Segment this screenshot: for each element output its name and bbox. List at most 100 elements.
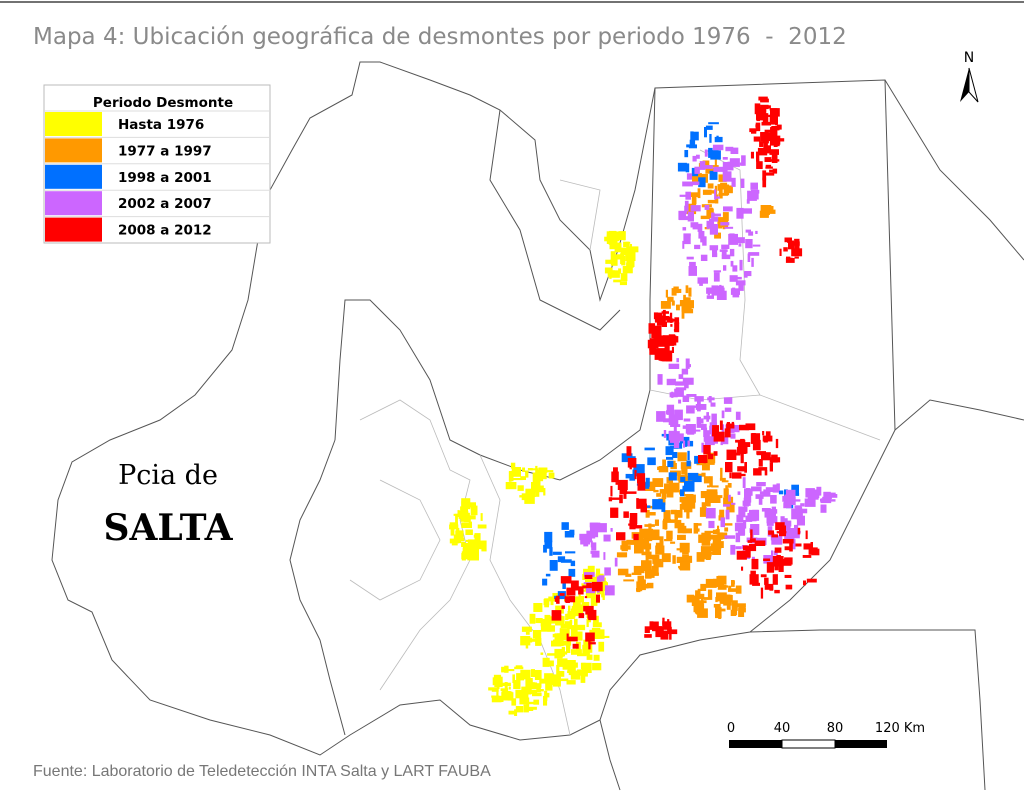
clearing-patch [759, 141, 764, 147]
clearing-patch [666, 434, 669, 441]
clearing-patch [453, 513, 459, 516]
clearing-patch [697, 223, 703, 232]
clearing-patch [739, 259, 743, 271]
clearing-patch [512, 478, 523, 481]
clearing-patch [698, 231, 705, 239]
clearing-patch [598, 575, 605, 582]
clearing-patch [754, 103, 761, 115]
clearing-patch [723, 504, 730, 507]
clearing-patch [769, 586, 774, 591]
clearing-patch [705, 125, 713, 130]
clearing-patch [627, 458, 637, 468]
department-boundary [599, 719, 621, 791]
clearing-patch [700, 418, 704, 424]
clearing-patch [695, 607, 700, 615]
clearing-patch [532, 630, 542, 639]
clearing-patch [591, 542, 597, 551]
scale-label: 0 [727, 721, 735, 736]
clearing-patch [641, 560, 652, 572]
clearing-patch [706, 220, 710, 229]
clearing-patch [731, 472, 742, 479]
clearing-patch [691, 595, 700, 606]
clearing-patch [679, 436, 690, 444]
clearing-patch [682, 227, 687, 231]
clearing-patch [722, 523, 733, 526]
clearing-patch [717, 579, 725, 582]
clearing-patch [679, 216, 690, 221]
clearing-patch [689, 192, 699, 197]
clearing-patch [623, 511, 629, 518]
map-title: Mapa 4: Ubicación geográfica de desmonte… [33, 24, 847, 50]
clearing-patch [560, 576, 572, 584]
clearing-patch [751, 556, 755, 560]
clearing-patch [686, 594, 695, 603]
clearing-patch [687, 472, 699, 481]
clearing-patch [712, 537, 722, 543]
clearing-patch [715, 285, 724, 290]
clearing-patch [720, 442, 723, 446]
clearing-patch [786, 489, 796, 498]
clearing-patch [715, 596, 718, 603]
clearing-patch [708, 551, 719, 555]
clearing-patch [656, 319, 660, 326]
clearing-patch [767, 209, 776, 214]
clearing-patch [718, 174, 727, 182]
clearing-patch [693, 131, 699, 141]
clearing-patch [698, 534, 703, 543]
clearing-patch [690, 222, 699, 228]
legend-swatch [45, 217, 102, 242]
clearing-patch [533, 485, 544, 493]
clearing-patch [698, 455, 708, 463]
clearing-patch [670, 424, 681, 427]
clearing-patch [556, 595, 560, 604]
clearing-patch [547, 675, 558, 680]
clearing-patch [756, 151, 760, 162]
clearing-patch [750, 182, 758, 190]
clearing-patch [626, 241, 631, 244]
clearing-patch [779, 248, 782, 256]
clearing-patch [758, 496, 763, 505]
clearing-patch [714, 189, 717, 200]
clearing-patch [660, 630, 669, 640]
clearing-patch [521, 693, 526, 700]
clearing-patch [477, 524, 487, 529]
clearing-patch [564, 651, 568, 655]
clearing-patch [545, 573, 551, 577]
clearing-patch [731, 580, 735, 587]
clearing-patch [704, 127, 707, 138]
clearing-patch [655, 542, 660, 549]
clearing-patch [608, 497, 613, 502]
clearing-patch [746, 199, 750, 204]
clearing-patch [690, 205, 701, 212]
clearing-patch [461, 542, 466, 547]
clearing-patch [796, 508, 803, 520]
clearing-patch [633, 533, 639, 541]
clearing-patch [631, 572, 642, 575]
clearing-patch [773, 550, 778, 556]
clearing-patch [545, 680, 553, 691]
clearing-patch [710, 150, 721, 160]
scale-label: 40 [774, 721, 791, 736]
clearing-patch [562, 581, 566, 589]
clearing-patch [686, 173, 693, 180]
clearing-patch [511, 467, 521, 477]
clearing-patch [721, 410, 725, 419]
clearing-patch [655, 328, 660, 338]
clearing-patch [693, 523, 699, 534]
clearing-patch [641, 551, 652, 556]
clearing-patch [603, 552, 606, 560]
clearing-patch [663, 418, 672, 423]
clearing-patch [668, 472, 677, 481]
clearing-patch [717, 184, 722, 191]
clearing-patch [774, 547, 782, 553]
clearing-patch [532, 472, 540, 483]
clearing-patch [730, 425, 740, 433]
scale-segment [781, 739, 836, 749]
clearing-patch [566, 680, 576, 685]
clearing-patch [764, 129, 771, 133]
clearing-patch [694, 396, 704, 402]
clearing-patch [711, 413, 717, 423]
clearing-patch [704, 436, 715, 446]
clearing-patch [688, 266, 697, 276]
